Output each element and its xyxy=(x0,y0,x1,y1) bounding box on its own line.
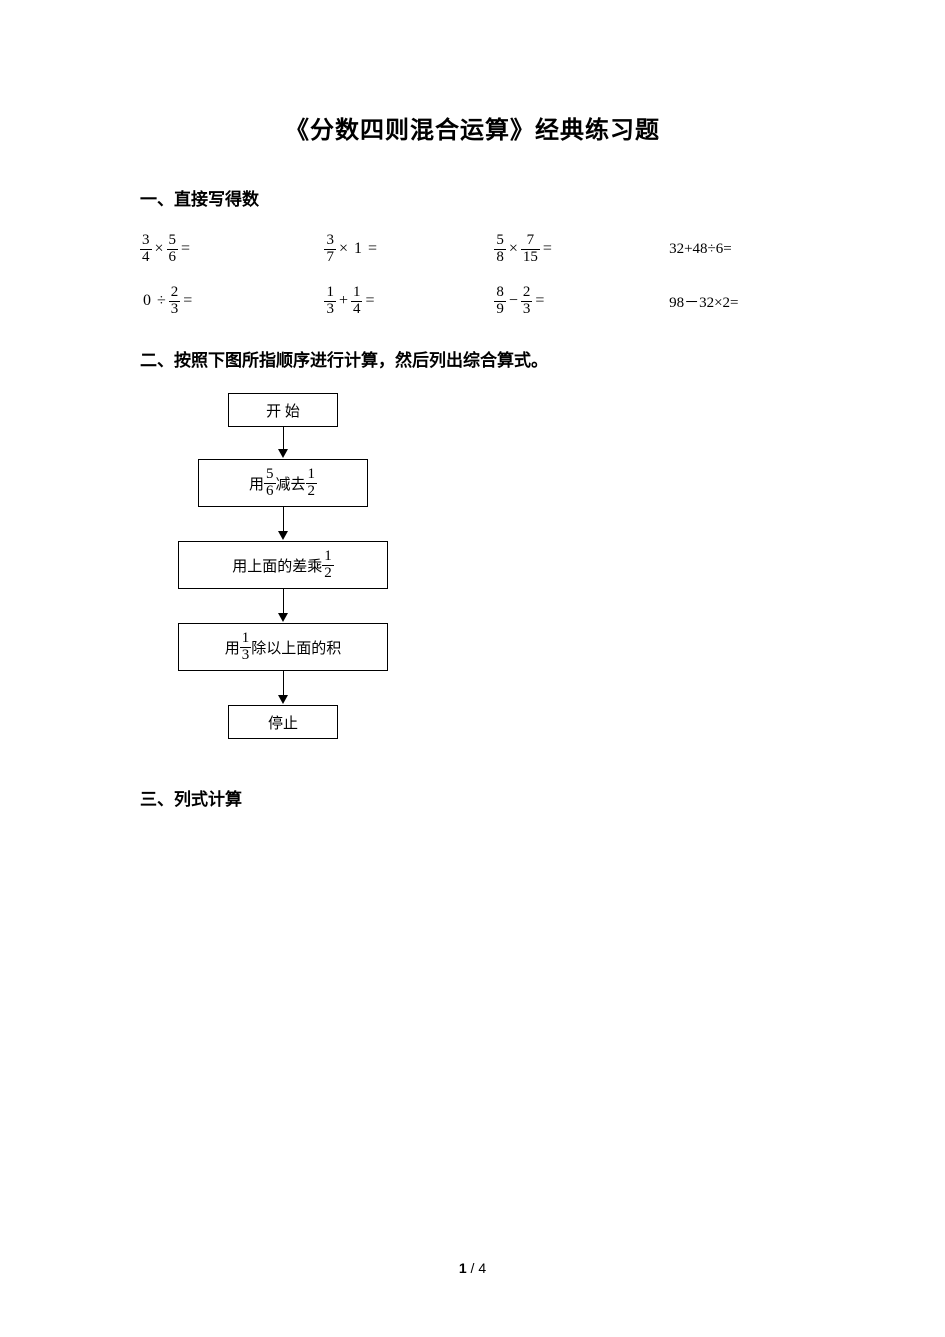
flow-text: 用上面的差乘 xyxy=(232,555,322,576)
doc-title: 《分数四则混合运算》经典练习题 xyxy=(140,110,805,145)
fraction: 13 xyxy=(324,285,336,318)
expr-cell: 32+48÷6= xyxy=(669,232,805,266)
fraction: 58 xyxy=(494,233,506,266)
section-3-heading: 三、列式计算 xyxy=(140,785,805,810)
op: ÷ xyxy=(154,292,169,310)
flow-arrow xyxy=(283,589,284,614)
flow-text: 停止 xyxy=(268,712,298,733)
fraction: 34 xyxy=(140,233,152,266)
flow-box: 用56减去12 xyxy=(198,459,368,507)
expr-cell: 0 ÷ 23 = xyxy=(140,284,324,318)
expr-row: 0 ÷ 23 = 13 + 14 = 89 − 23 = 98－32×2= xyxy=(140,284,805,318)
fraction: 89 xyxy=(494,285,506,318)
equals: = xyxy=(178,240,193,258)
flow-box: 用上面的差乘12 xyxy=(178,541,388,589)
op: + xyxy=(336,292,351,310)
flow-arrow xyxy=(283,507,284,532)
fraction: 23 xyxy=(521,285,533,318)
flow-box: 开 始 xyxy=(228,393,338,427)
flow-box: 停止 xyxy=(228,705,338,739)
fraction: 12 xyxy=(306,467,318,500)
flow-text: 减去 xyxy=(276,473,306,494)
expr-cell: 34 × 56 = xyxy=(140,232,324,266)
expr-cell: 37 × 1 = xyxy=(324,232,494,266)
expr-cell: 58 × 715 = xyxy=(494,232,669,266)
fraction: 23 xyxy=(169,285,181,318)
page-number: 1 / 4 xyxy=(0,1260,945,1276)
page-current: 1 xyxy=(459,1260,467,1276)
op: × xyxy=(506,240,521,258)
equals: = xyxy=(365,240,380,258)
flow-text: 用 xyxy=(249,473,264,494)
flow-arrow xyxy=(283,671,284,696)
operand: 1 xyxy=(351,240,365,258)
expr-cell: 98－32×2= xyxy=(669,284,805,318)
expr-row: 34 × 56 = 37 × 1 = 58 × 715 = 32+48÷6= xyxy=(140,232,805,266)
fraction: 56 xyxy=(264,467,276,500)
arrow-head-icon xyxy=(278,695,288,704)
op: − xyxy=(506,292,521,310)
flow-text: 除以上面的积 xyxy=(251,637,341,658)
op: × xyxy=(336,240,351,258)
fraction: 12 xyxy=(322,549,334,582)
equals: = xyxy=(362,292,377,310)
flow-arrow xyxy=(283,427,284,450)
expr-cell: 13 + 14 = xyxy=(324,284,494,318)
equals: = xyxy=(180,292,195,310)
page-content: 《分数四则混合运算》经典练习题 一、直接写得数 34 × 56 = 37 × 1… xyxy=(140,110,805,832)
arrow-head-icon xyxy=(278,531,288,540)
fraction: 715 xyxy=(521,233,540,266)
op: × xyxy=(152,240,167,258)
fraction: 13 xyxy=(240,631,252,664)
fraction: 14 xyxy=(351,285,363,318)
arrow-head-icon xyxy=(278,449,288,458)
section-2-heading: 二、按照下图所指顺序进行计算，然后列出综合算式。 xyxy=(140,346,805,371)
equals: = xyxy=(540,240,555,258)
fraction: 56 xyxy=(167,233,179,266)
flow-box: 用13除以上面的积 xyxy=(178,623,388,671)
flow-text: 开 始 xyxy=(266,400,300,421)
section-1-heading: 一、直接写得数 xyxy=(140,185,805,210)
flow-text: 用 xyxy=(225,637,240,658)
expr-cell: 89 − 23 = xyxy=(494,284,669,318)
arrow-head-icon xyxy=(278,613,288,622)
flowchart: 开 始用56减去12用上面的差乘12用13除以上面的积停止 xyxy=(168,393,428,753)
equals: = xyxy=(532,292,547,310)
operand: 0 xyxy=(140,292,154,310)
page-total: 4 xyxy=(478,1260,486,1276)
fraction: 37 xyxy=(324,233,336,266)
